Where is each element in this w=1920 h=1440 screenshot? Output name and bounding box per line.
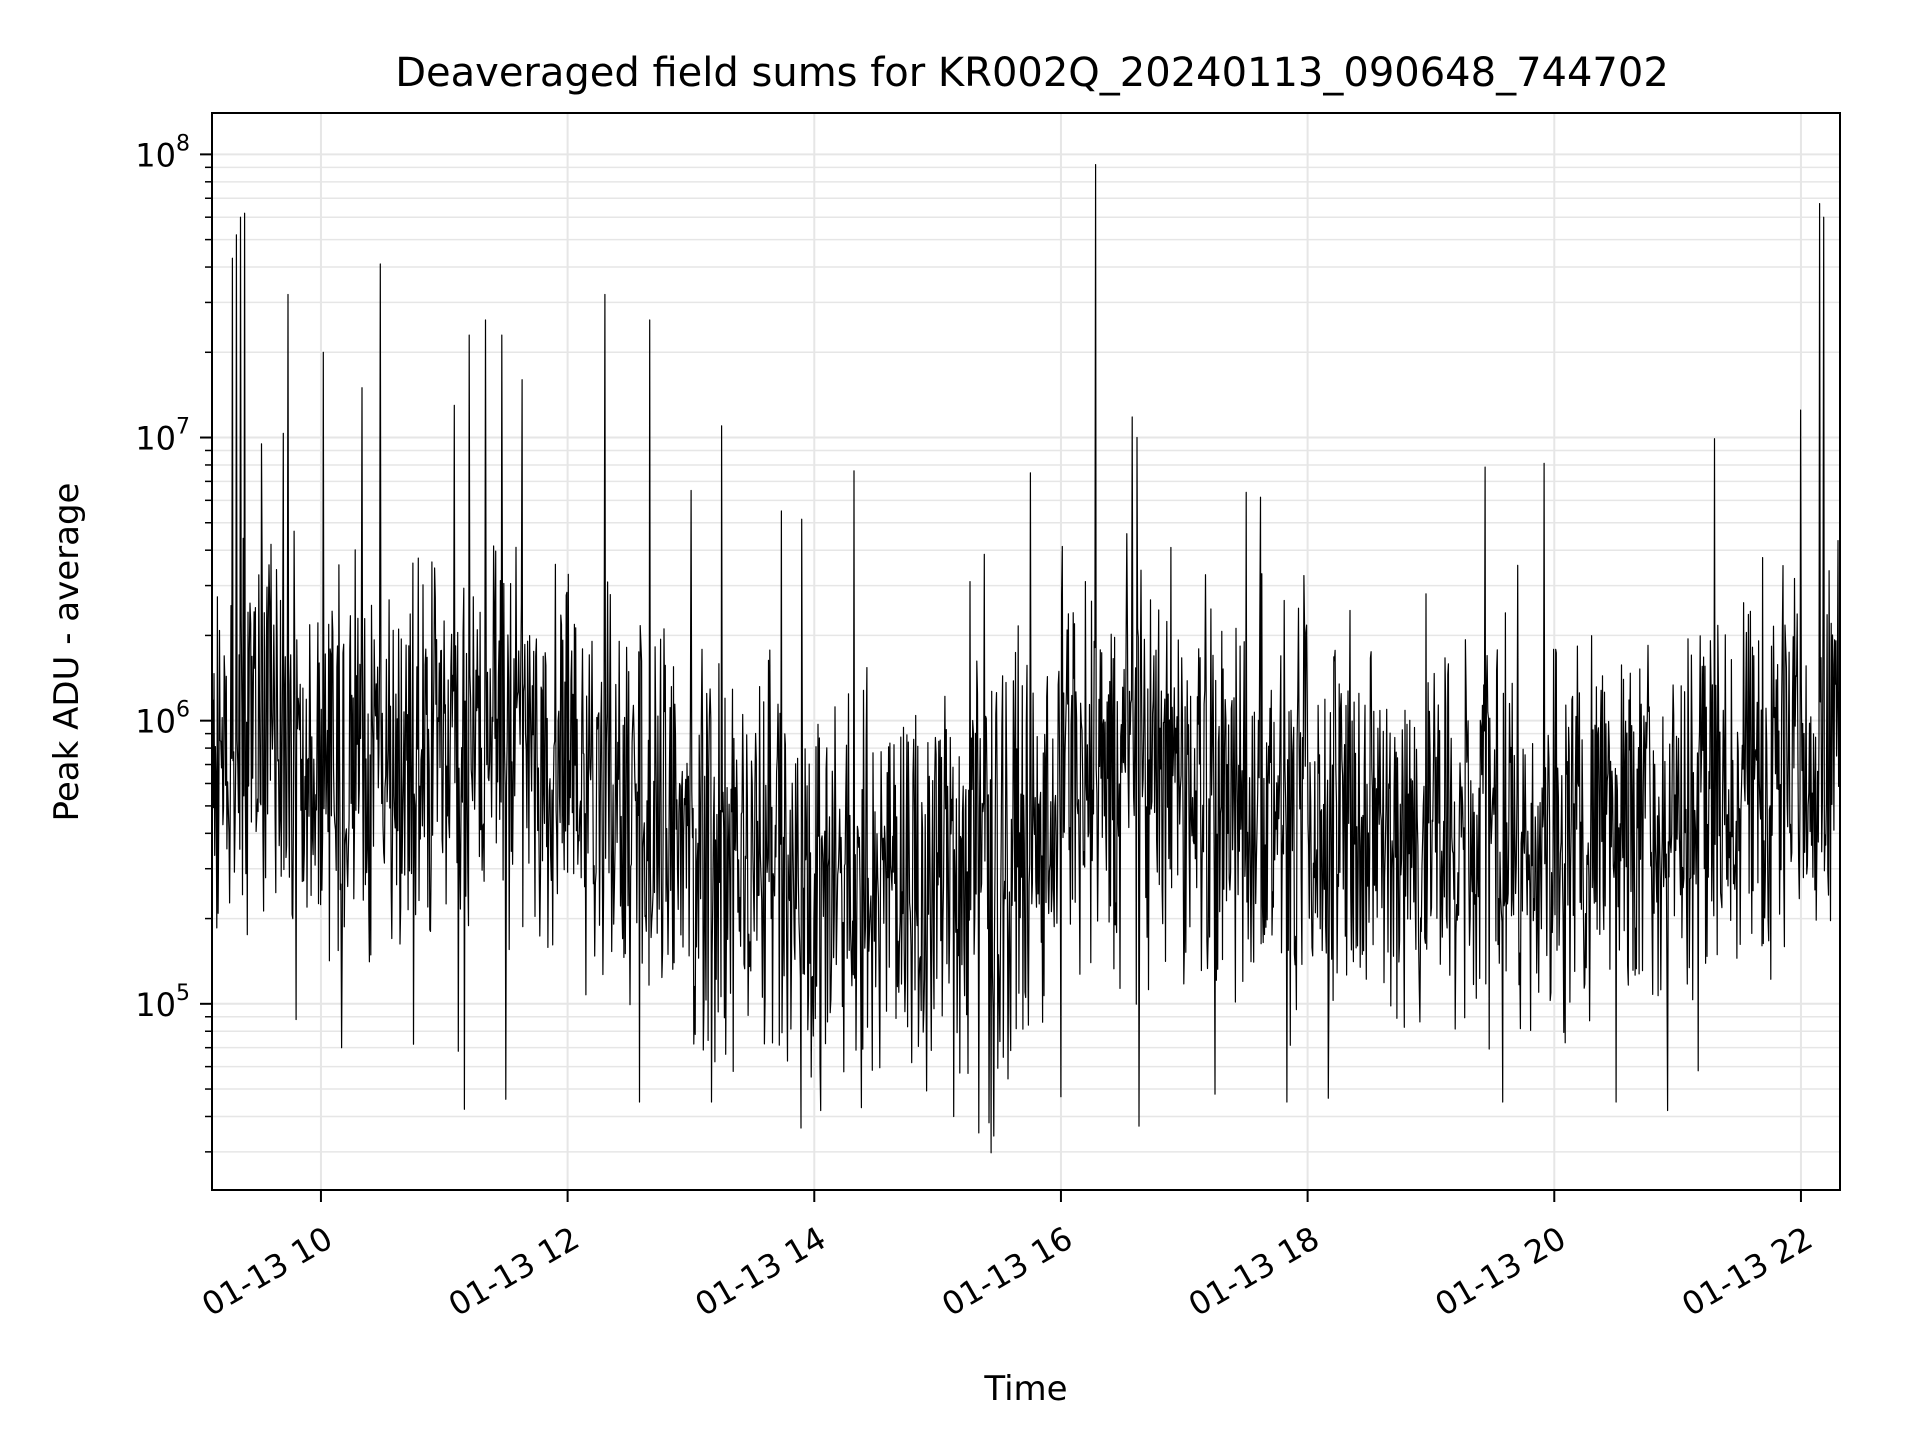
y-tick-label: 107 [135, 415, 190, 458]
y-tick-label: 105 [135, 981, 190, 1024]
plot-frame [211, 112, 1841, 1191]
chart-title: Deaveraged field sums for KR002Q_2024011… [395, 50, 1669, 96]
x-axis-label: Time [983, 1369, 1067, 1409]
data-line-series [211, 164, 1841, 1154]
y-tick-label: 108 [135, 131, 190, 174]
data-line [211, 164, 1841, 1154]
y-axis-label: Peak ADU - average [47, 483, 87, 822]
y-axis: 105 106 107 108 [135, 131, 212, 1153]
y-tick-label: 106 [135, 698, 190, 741]
